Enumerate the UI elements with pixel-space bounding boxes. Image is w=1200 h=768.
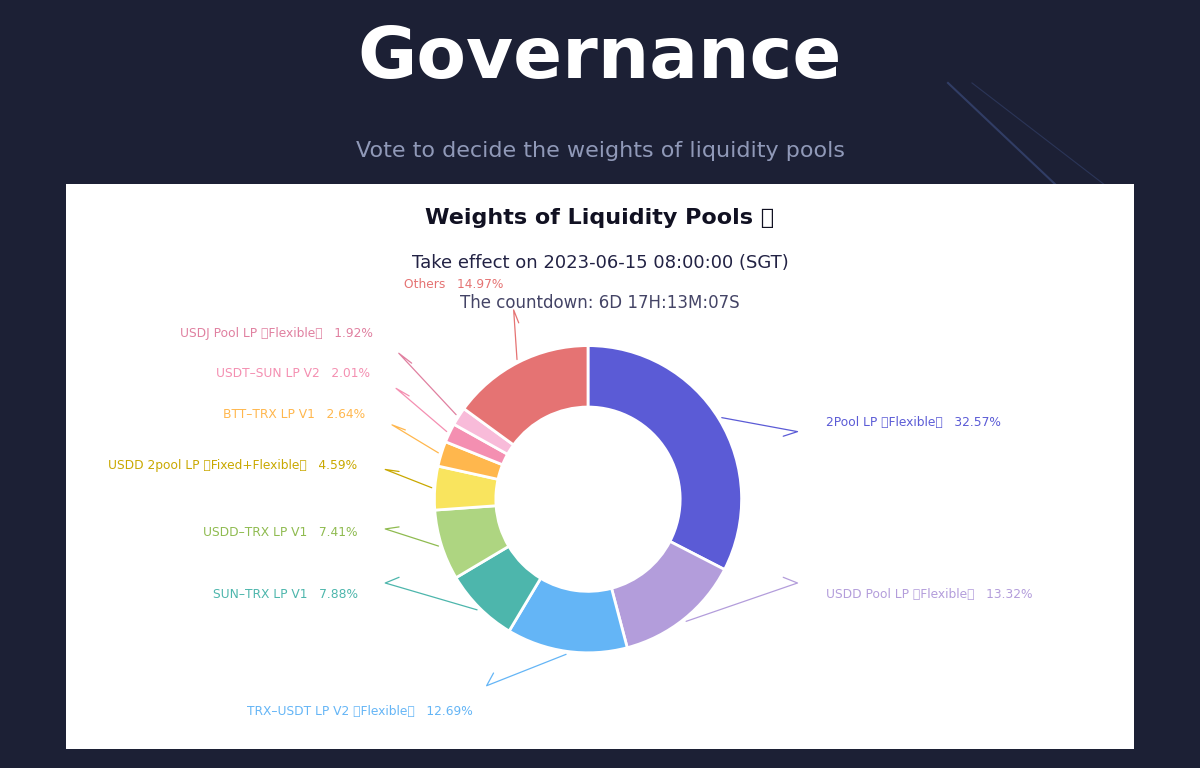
Text: Others   14.97%: Others 14.97% bbox=[404, 278, 504, 290]
Text: USDD Pool LP （Flexible）   13.32%: USDD Pool LP （Flexible） 13.32% bbox=[826, 588, 1032, 601]
Text: Weights of Liquidity Pools ⓘ: Weights of Liquidity Pools ⓘ bbox=[426, 208, 774, 228]
Wedge shape bbox=[456, 546, 541, 631]
Wedge shape bbox=[612, 541, 725, 647]
Text: BTT–TRX LP V1   2.64%: BTT–TRX LP V1 2.64% bbox=[223, 409, 365, 421]
Text: Vote to decide the weights of liquidity pools: Vote to decide the weights of liquidity … bbox=[355, 141, 845, 161]
Text: SUN–TRX LP V1   7.88%: SUN–TRX LP V1 7.88% bbox=[212, 588, 358, 601]
Text: USDT–SUN LP V2   2.01%: USDT–SUN LP V2 2.01% bbox=[216, 367, 370, 379]
Text: TRX–USDT LP V2 （Flexible）   12.69%: TRX–USDT LP V2 （Flexible） 12.69% bbox=[247, 705, 473, 717]
Wedge shape bbox=[434, 506, 509, 578]
Wedge shape bbox=[464, 346, 588, 445]
Wedge shape bbox=[434, 466, 498, 510]
Wedge shape bbox=[588, 346, 742, 570]
Wedge shape bbox=[454, 409, 514, 454]
Wedge shape bbox=[509, 578, 628, 653]
Text: USDD–TRX LP V1   7.41%: USDD–TRX LP V1 7.41% bbox=[203, 527, 358, 539]
Text: 2Pool LP （Flexible）   32.57%: 2Pool LP （Flexible） 32.57% bbox=[826, 416, 1001, 429]
Text: Take effect on 2023-06-15 08:00:00 (SGT): Take effect on 2023-06-15 08:00:00 (SGT) bbox=[412, 254, 788, 273]
FancyBboxPatch shape bbox=[50, 176, 1150, 757]
Text: USDJ Pool LP （Flexible）   1.92%: USDJ Pool LP （Flexible） 1.92% bbox=[180, 327, 373, 339]
Text: Governance: Governance bbox=[358, 25, 842, 94]
Wedge shape bbox=[438, 442, 503, 479]
Text: The countdown: 6D 17H:13M:07S: The countdown: 6D 17H:13M:07S bbox=[460, 294, 740, 312]
Text: USDD 2pool LP （Fixed+Flexible）   4.59%: USDD 2pool LP （Fixed+Flexible） 4.59% bbox=[108, 459, 358, 472]
Wedge shape bbox=[445, 424, 508, 465]
